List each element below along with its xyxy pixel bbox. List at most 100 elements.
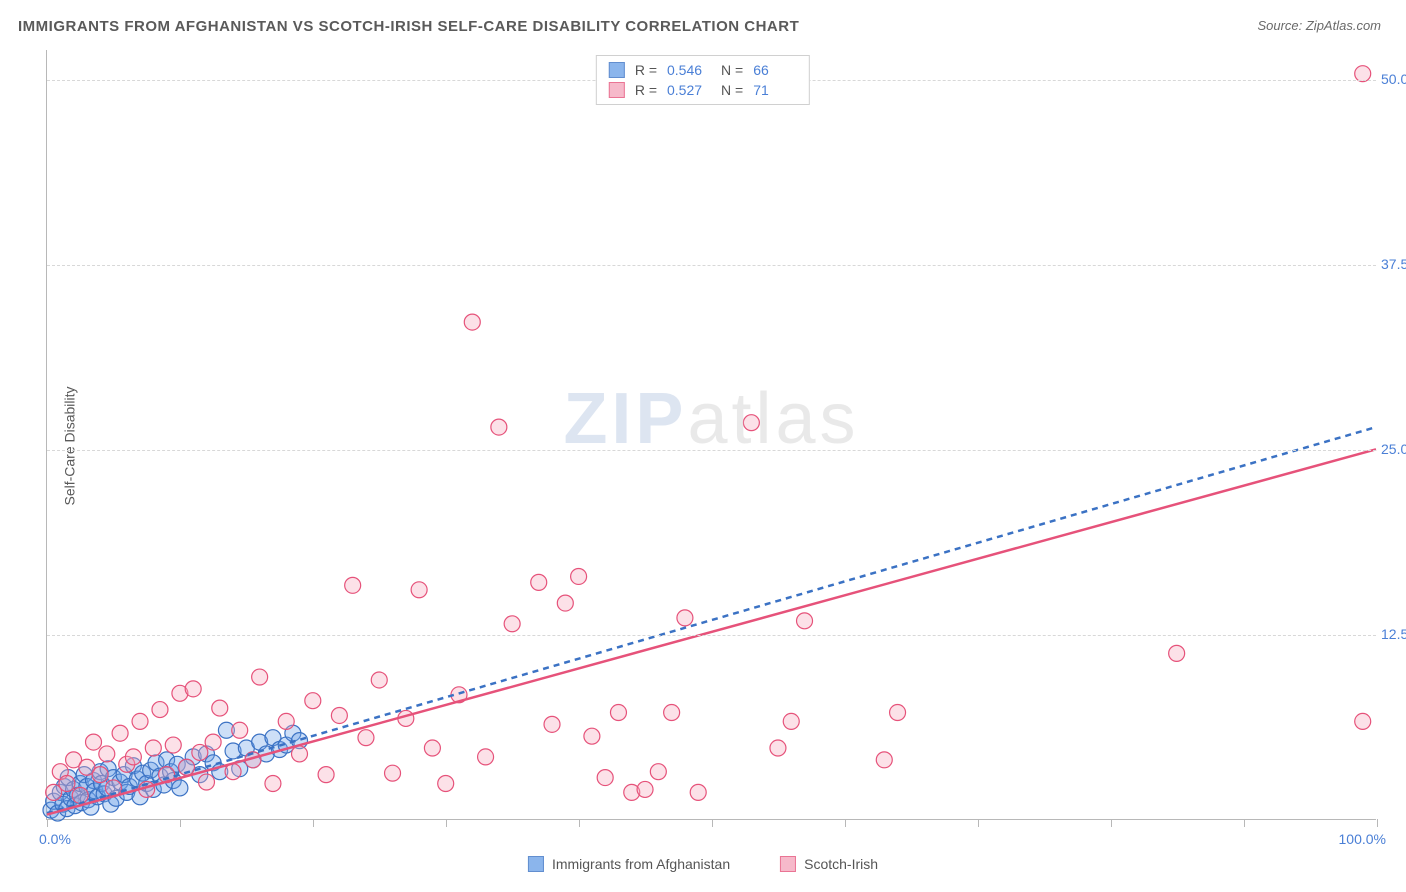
x-axis-min-label: 0.0%	[39, 831, 71, 847]
data-point-scotch-irish	[232, 722, 248, 738]
data-point-scotch-irish	[664, 705, 680, 721]
data-point-scotch-irish	[464, 314, 480, 330]
data-point-scotch-irish	[531, 574, 547, 590]
x-tick	[978, 819, 979, 827]
data-point-scotch-irish	[690, 784, 706, 800]
data-point-scotch-irish	[112, 725, 128, 741]
data-point-scotch-irish	[504, 616, 520, 632]
x-tick	[313, 819, 314, 827]
data-point-scotch-irish	[491, 419, 507, 435]
data-point-scotch-irish	[72, 787, 88, 803]
legend-r-label: R =	[635, 82, 657, 98]
data-point-scotch-irish	[438, 776, 454, 792]
data-point-scotch-irish	[650, 764, 666, 780]
x-tick	[845, 819, 846, 827]
legend-n-value-scotch-irish: 71	[753, 82, 797, 98]
data-point-scotch-irish	[783, 713, 799, 729]
data-point-scotch-irish	[345, 577, 361, 593]
data-point-scotch-irish	[278, 713, 294, 729]
data-point-scotch-irish	[1169, 645, 1185, 661]
data-point-scotch-irish	[1355, 713, 1371, 729]
legend-n-label: N =	[721, 82, 743, 98]
x-axis-max-label: 100.0%	[1339, 831, 1386, 847]
data-point-scotch-irish	[165, 737, 181, 753]
data-point-scotch-irish	[265, 776, 281, 792]
x-tick	[1244, 819, 1245, 827]
gridline	[47, 450, 1376, 451]
legend-stats-row-scotch-irish: R = 0.527 N = 71	[609, 80, 797, 100]
data-point-scotch-irish	[411, 582, 427, 598]
legend-r-value-scotch-irish: 0.527	[667, 82, 711, 98]
data-point-scotch-irish	[99, 746, 115, 762]
data-point-scotch-irish	[743, 415, 759, 431]
y-tick-label: 37.5%	[1381, 256, 1406, 272]
data-point-scotch-irish	[876, 752, 892, 768]
data-point-scotch-irish	[132, 713, 148, 729]
data-point-scotch-irish	[152, 702, 168, 718]
data-point-scotch-irish	[185, 681, 201, 697]
source-attribution: Source: ZipAtlas.com	[1257, 18, 1381, 33]
data-point-scotch-irish	[331, 707, 347, 723]
x-tick	[446, 819, 447, 827]
data-point-scotch-irish	[92, 767, 108, 783]
legend-stats: R = 0.546 N = 66 R = 0.527 N = 71	[596, 55, 810, 105]
data-point-scotch-irish	[610, 705, 626, 721]
data-point-scotch-irish	[192, 744, 208, 760]
data-point-scotch-irish	[797, 613, 813, 629]
gridline	[47, 635, 1376, 636]
data-point-scotch-irish	[677, 610, 693, 626]
data-point-scotch-irish	[205, 734, 221, 750]
legend-label-afghanistan: Immigrants from Afghanistan	[552, 856, 730, 872]
y-tick-label: 25.0%	[1381, 441, 1406, 457]
swatch-scotch-irish	[609, 82, 625, 98]
data-point-scotch-irish	[318, 767, 334, 783]
swatch-afghanistan	[528, 856, 544, 872]
x-tick	[579, 819, 580, 827]
y-tick-label: 12.5%	[1381, 626, 1406, 642]
data-point-scotch-irish	[198, 774, 214, 790]
data-point-scotch-irish	[637, 781, 653, 797]
x-tick	[180, 819, 181, 827]
plot-area: ZIPatlas 12.5%25.0%37.5%50.0% 0.0% 100.0…	[46, 50, 1376, 820]
data-point-scotch-irish	[424, 740, 440, 756]
y-tick-label: 50.0%	[1381, 71, 1406, 87]
legend-label-scotch-irish: Scotch-Irish	[804, 856, 878, 872]
x-tick	[1377, 819, 1378, 827]
data-point-scotch-irish	[544, 716, 560, 732]
swatch-afghanistan	[609, 62, 625, 78]
chart-container: IMMIGRANTS FROM AFGHANISTAN VS SCOTCH-IR…	[0, 0, 1406, 892]
legend-n-label: N =	[721, 62, 743, 78]
data-point-scotch-irish	[371, 672, 387, 688]
chart-svg	[47, 50, 1376, 819]
data-point-scotch-irish	[358, 730, 374, 746]
data-point-scotch-irish	[305, 693, 321, 709]
x-tick	[1111, 819, 1112, 827]
data-point-scotch-irish	[478, 749, 494, 765]
x-tick	[712, 819, 713, 827]
data-point-scotch-irish	[252, 669, 268, 685]
data-point-scotch-irish	[125, 749, 141, 765]
chart-title: IMMIGRANTS FROM AFGHANISTAN VS SCOTCH-IR…	[18, 18, 799, 35]
data-point-scotch-irish	[86, 734, 102, 750]
swatch-scotch-irish	[780, 856, 796, 872]
data-point-scotch-irish	[770, 740, 786, 756]
gridline	[47, 265, 1376, 266]
data-point-scotch-irish	[597, 770, 613, 786]
legend-stats-row-afghanistan: R = 0.546 N = 66	[609, 60, 797, 80]
legend-r-value-afghanistan: 0.546	[667, 62, 711, 78]
data-point-scotch-irish	[890, 705, 906, 721]
data-point-scotch-irish	[584, 728, 600, 744]
legend-n-value-afghanistan: 66	[753, 62, 797, 78]
data-point-scotch-irish	[571, 568, 587, 584]
data-point-afghanistan	[172, 780, 188, 796]
trendline-scotch-irish	[47, 449, 1376, 814]
data-point-scotch-irish	[145, 740, 161, 756]
data-point-scotch-irish	[212, 700, 228, 716]
x-tick	[47, 819, 48, 827]
legend-item-afghanistan: Immigrants from Afghanistan	[528, 856, 730, 872]
legend-series: Immigrants from Afghanistan Scotch-Irish	[528, 856, 878, 872]
data-point-scotch-irish	[292, 746, 308, 762]
legend-item-scotch-irish: Scotch-Irish	[780, 856, 878, 872]
data-point-scotch-irish	[59, 776, 75, 792]
legend-r-label: R =	[635, 62, 657, 78]
